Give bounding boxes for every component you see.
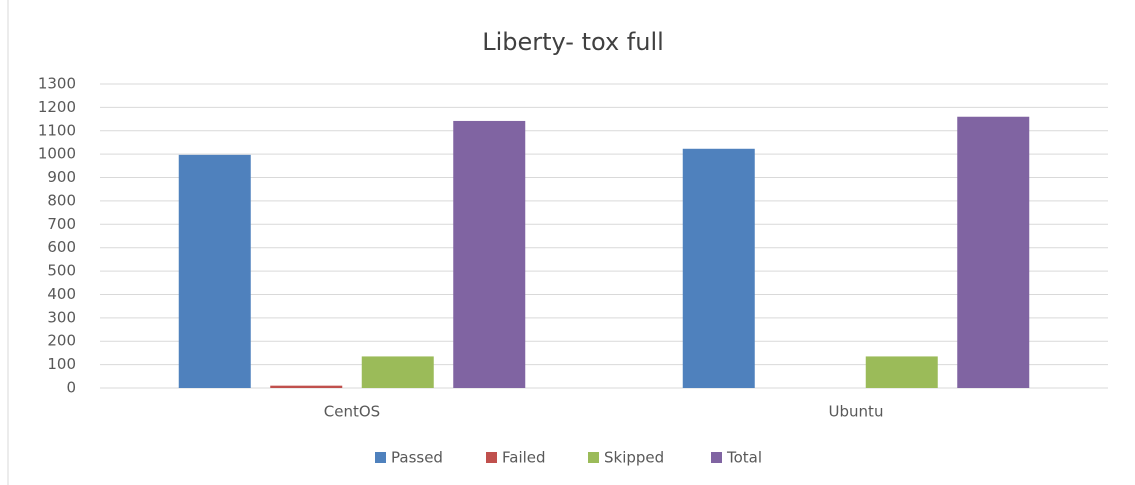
bar [957,116,1030,388]
bar [865,356,938,388]
x-tick-label: Ubuntu [829,403,884,421]
legend-swatch [711,452,722,463]
bar [453,120,526,388]
y-tick-label: 600 [47,238,76,256]
legend-label: Total [726,449,762,467]
y-tick-label: 700 [47,215,76,233]
y-tick-label: 900 [47,168,76,186]
y-tick-label: 200 [47,332,76,350]
legend-label: Passed [391,449,443,467]
y-tick-label: 0 [66,379,76,397]
bar [270,385,343,388]
x-tick-label: CentOS [324,403,380,421]
chart-title: Liberty- tox full [482,28,664,56]
legend-label: Skipped [604,449,664,467]
bar [682,148,755,388]
legend-label: Failed [502,449,546,467]
y-tick-label: 500 [47,262,76,280]
legend-swatch [375,452,386,463]
legend-swatch [486,452,497,463]
y-tick-label: 400 [47,285,76,303]
y-tick-label: 800 [47,191,76,209]
y-tick-label: 1000 [38,145,76,163]
y-tick-label: 1200 [38,98,76,116]
y-tick-label: 1300 [38,75,76,93]
y-tick-label: 1100 [38,121,76,139]
bar [178,154,251,388]
y-tick-label: 300 [47,308,76,326]
bar [361,356,434,388]
legend-swatch [588,452,599,463]
y-tick-label: 100 [47,355,76,373]
